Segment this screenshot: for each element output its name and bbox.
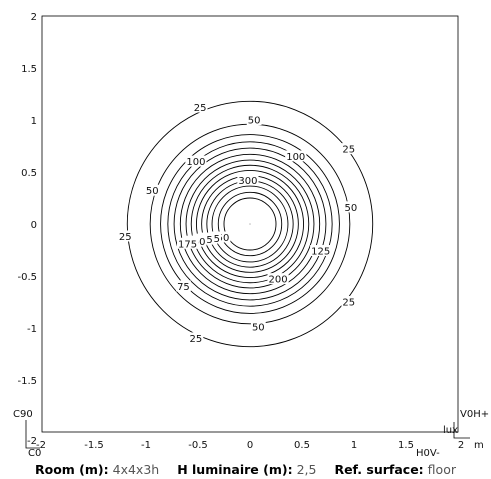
y-tick-label: -2	[27, 436, 37, 447]
bottom-left-corner-marker	[25, 420, 40, 449]
contour-label-bg	[310, 245, 332, 257]
contour-label-25: 25	[119, 232, 132, 243]
room-info: Room (m): 4x4x3h	[35, 462, 159, 477]
contour-label-50: 50	[146, 186, 159, 197]
bottom-right-corner-marker	[453, 422, 470, 439]
x-tick-label: 1.5	[398, 440, 414, 451]
isolux-plot: 2525252525505050507510010012520030035032…	[13, 12, 489, 459]
contour-line-300	[211, 185, 289, 263]
center-marker	[249, 223, 251, 225]
luminaire-height-label: H luminaire (m):	[177, 461, 293, 477]
y-tick-label: 0.5	[21, 168, 37, 179]
contour-label-175: 175	[178, 239, 197, 250]
contour-label-bg	[267, 273, 289, 285]
corner-label-c90: C90	[13, 409, 33, 420]
contour-line-100	[167, 141, 333, 307]
plot-frame	[41, 15, 459, 433]
contour-line-350	[223, 197, 277, 251]
contour-label-bg	[177, 237, 199, 249]
contour-label-50: 50	[248, 116, 261, 127]
y-tick-label: 2	[31, 12, 37, 23]
ref-surface-label: Ref. surface:	[334, 461, 424, 477]
contour-label-75: 75	[177, 282, 190, 293]
contour-label-125: 125	[311, 247, 330, 258]
x-tick-label: -0.5	[188, 440, 208, 451]
contour-label-25: 25	[194, 103, 207, 114]
y-tick-label: -1	[27, 324, 37, 335]
contour-line-225	[195, 169, 305, 279]
y-tick-label: 0	[31, 220, 37, 231]
contour-label-50: 50	[345, 203, 358, 214]
contour-label-bg	[185, 155, 207, 167]
x-tick-label: -1	[141, 440, 151, 451]
x-tick-label-group: -2 -1.5 -1 -0.5 0 0.5 1 1.5 2	[36, 440, 464, 451]
y-tick-label: 1	[31, 116, 37, 127]
contour-line-150	[179, 153, 321, 295]
x-tick-label: 0	[247, 440, 253, 451]
corner-markers	[25, 420, 470, 449]
contour-label-bg	[341, 143, 357, 155]
x-tick-label: 2	[458, 440, 464, 451]
contour-line-75	[160, 134, 340, 314]
ref-surface-info: Ref. surface: floor	[334, 462, 456, 477]
x-tick-label: 0.5	[294, 440, 310, 451]
y-tick-label-group: 2 1.5 1 0.5 0 -0.5 -1 -1.5 -2	[17, 12, 37, 447]
footer-info: Room (m): 4x4x3h H luminaire (m): 2,5 Re…	[0, 459, 491, 479]
contour-label-bg	[188, 332, 204, 344]
unit-label-lux: lux	[443, 425, 458, 436]
contour-line-200	[190, 164, 310, 284]
corner-label-c0: C0	[28, 448, 41, 459]
room-value: 4x4x3h	[112, 461, 160, 477]
contour-label-300: 300	[238, 176, 257, 187]
contour-label-100: 100	[186, 157, 205, 168]
contour-label-bg	[237, 174, 259, 186]
contour-line-125	[173, 147, 327, 301]
contour-label-25: 25	[190, 334, 203, 345]
axis-unit-label: m	[474, 440, 484, 451]
contour-label-100: 100	[286, 152, 305, 163]
contour-label-bg	[192, 101, 208, 113]
y-tick-label: -0.5	[17, 272, 37, 283]
contour-label-bg	[343, 201, 359, 213]
contour-label-bg	[246, 114, 262, 125]
luminaire-height-value: 2,5	[296, 461, 317, 477]
y-tick-label: 1.5	[21, 64, 37, 75]
luminaire-height-info: H luminaire (m): 2,5	[177, 462, 316, 477]
contour-label-bg	[285, 150, 307, 162]
x-tick-label: 1	[351, 440, 357, 451]
contour-label-bg	[144, 184, 160, 196]
contour-line-325	[217, 191, 283, 257]
contour-line-175	[185, 159, 315, 289]
corner-label-v0h: V0H+	[460, 409, 489, 420]
ref-surface-value: floor	[427, 461, 456, 477]
corner-label-h0v: H0V-	[416, 448, 440, 459]
x-tick-label: -1.5	[84, 440, 104, 451]
contour-label-group: 2525252525505050507510010012520030035032…	[117, 101, 359, 345]
contour-label-25: 25	[342, 145, 355, 156]
contour-group	[126, 100, 374, 348]
contour-label-200: 200	[269, 275, 288, 286]
contour-label-25: 25	[342, 298, 355, 309]
contour-line-25	[126, 100, 374, 348]
y-tick-label: -1.5	[17, 376, 37, 387]
contour-label-50: 50	[252, 322, 265, 333]
contour-label-bg	[117, 230, 133, 242]
x-tick-label: -2	[36, 440, 46, 451]
room-label: Room (m):	[35, 461, 109, 477]
contour-label-bg	[250, 320, 266, 332]
contour-label-bg	[176, 280, 191, 292]
contour-label-bg	[341, 296, 357, 307]
